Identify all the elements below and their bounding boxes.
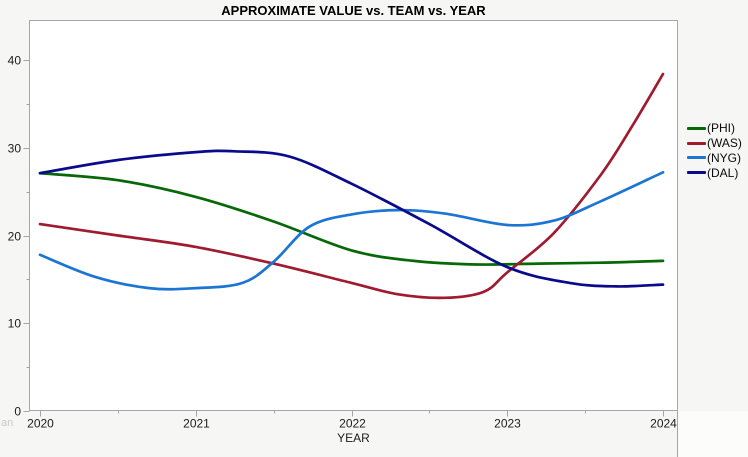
series-line-dal[interactable] (38, 149, 665, 288)
y-axis-tick-label: 10 (8, 317, 22, 331)
plot-frame (29, 20, 678, 411)
series-line-phi[interactable] (38, 171, 665, 266)
x-axis-tick-label: 2020 (27, 417, 54, 431)
legend-item-was[interactable]: (WAS) (687, 136, 742, 151)
legend-swatch-was (687, 141, 706, 145)
x-axis-tick-label: 2024 (650, 417, 677, 431)
x-axis-title: YEAR (337, 431, 370, 445)
corner-clipped-text: an (1, 417, 14, 429)
series-line-was[interactable] (38, 72, 665, 300)
legend-swatch-nyg (687, 156, 706, 160)
legend-swatch-dal (687, 171, 706, 175)
legend-item-phi[interactable]: (PHI) (687, 121, 742, 136)
legend-item-nyg[interactable]: (NYG) (687, 151, 742, 166)
x-axis-tick-label: 2022 (339, 417, 366, 431)
y-axis-tick-label: 20 (8, 230, 22, 244)
legend-label-was: (WAS) (707, 136, 742, 151)
legend: (PHI) (WAS) (NYG) (DAL) (687, 121, 742, 180)
legend-label-phi: (PHI) (707, 121, 735, 136)
y-axis-tick-label: 40 (8, 54, 22, 68)
chart-title: APPROXIMATE VALUE vs. TEAM vs. YEAR (221, 3, 486, 18)
y-axis-tick-label: 30 (8, 142, 22, 156)
y-axis-tick-label: 0 (14, 405, 21, 419)
bottom-right-panel (678, 411, 748, 457)
x-axis-tick-label: 2021 (183, 417, 210, 431)
legend-label-nyg: (NYG) (707, 150, 741, 165)
legend-item-dal[interactable]: (DAL) (687, 165, 742, 180)
legend-label-dal: (DAL) (707, 165, 739, 180)
series-line-nyg[interactable] (38, 170, 665, 291)
legend-swatch-phi (687, 126, 706, 130)
x-axis-tick-label: 2023 (494, 417, 521, 431)
